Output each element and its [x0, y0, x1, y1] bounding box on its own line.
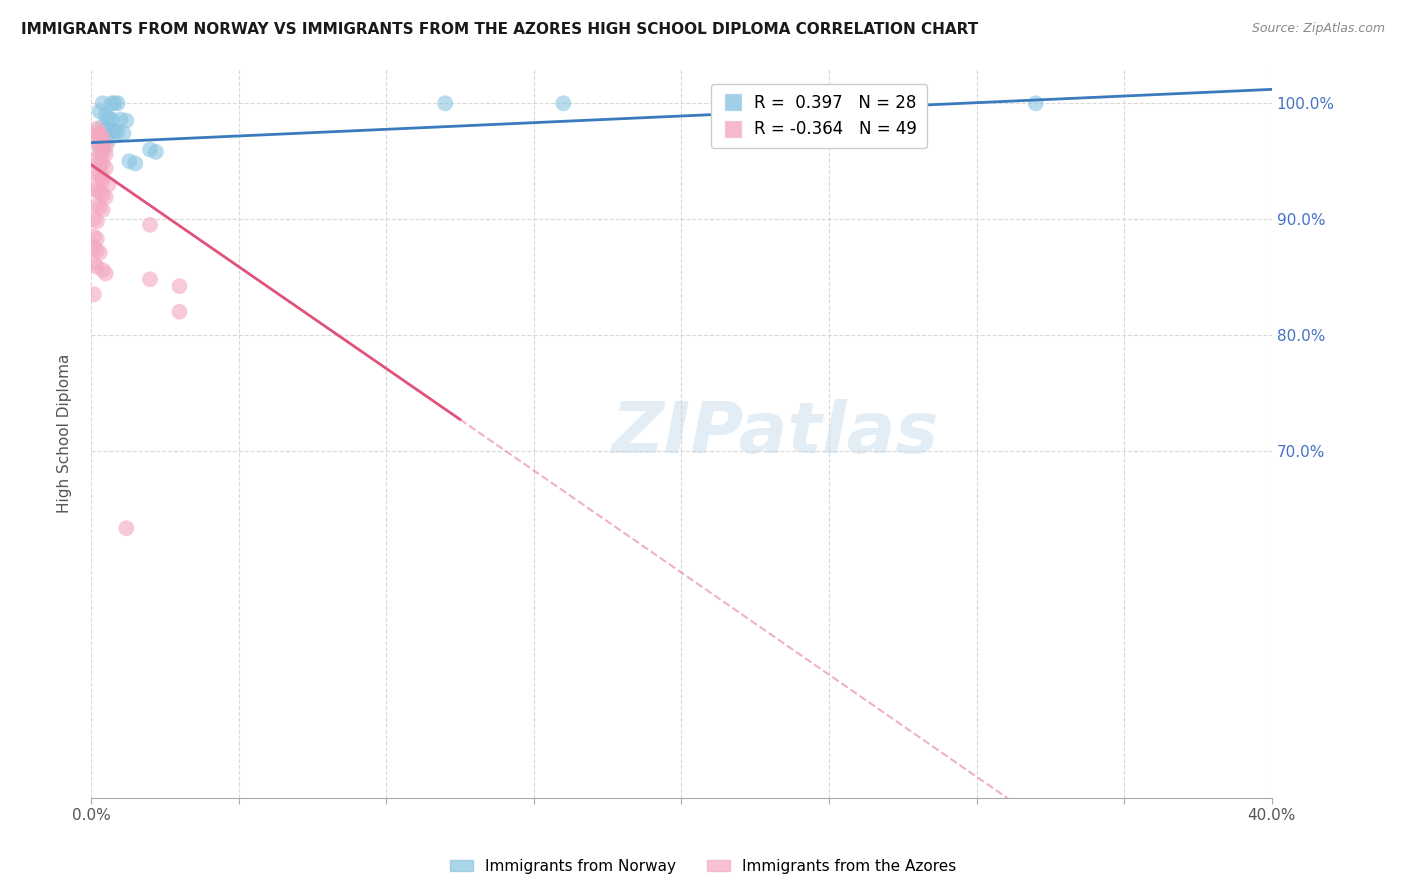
Point	[124, 156, 146, 170]
Point	[100, 112, 122, 127]
Point	[91, 146, 114, 161]
Point	[91, 120, 114, 134]
Point	[89, 136, 111, 150]
Point	[103, 96, 125, 111]
Point	[86, 244, 108, 258]
Point	[118, 154, 141, 169]
Point	[553, 96, 575, 111]
Point	[94, 161, 117, 175]
Point	[86, 183, 108, 197]
Point	[89, 145, 111, 159]
Text: ZIPatlas: ZIPatlas	[612, 399, 939, 467]
Point	[91, 174, 114, 188]
Point	[139, 218, 162, 232]
Text: Source: ZipAtlas.com: Source: ZipAtlas.com	[1251, 22, 1385, 36]
Point	[115, 113, 138, 128]
Point	[89, 131, 111, 145]
Point	[89, 168, 111, 182]
Point	[110, 112, 132, 127]
Legend: Immigrants from Norway, Immigrants from the Azores: Immigrants from Norway, Immigrants from …	[444, 853, 962, 880]
Point	[91, 187, 114, 202]
Point	[94, 121, 117, 136]
Point	[89, 104, 111, 119]
Point	[139, 143, 162, 157]
Point	[83, 287, 105, 301]
Point	[89, 159, 111, 173]
Point	[89, 154, 111, 169]
Point	[86, 125, 108, 139]
Point	[112, 127, 135, 141]
Y-axis label: High School Diploma: High School Diploma	[58, 353, 72, 513]
Point	[91, 131, 114, 145]
Point	[94, 108, 117, 122]
Point	[100, 123, 122, 137]
Point	[100, 96, 122, 111]
Point	[89, 127, 111, 141]
Legend: R =  0.397   N = 28, R = -0.364   N = 49: R = 0.397 N = 28, R = -0.364 N = 49	[711, 84, 927, 148]
Text: IMMIGRANTS FROM NORWAY VS IMMIGRANTS FROM THE AZORES HIGH SCHOOL DIPLOMA CORRELA: IMMIGRANTS FROM NORWAY VS IMMIGRANTS FRO…	[21, 22, 979, 37]
Point	[83, 212, 105, 227]
Point	[97, 112, 120, 126]
Point	[94, 190, 117, 204]
Point	[91, 136, 114, 151]
Point	[89, 186, 111, 200]
Point	[86, 232, 108, 246]
Point	[94, 140, 117, 154]
Point	[86, 152, 108, 166]
Point	[91, 170, 114, 185]
Point	[89, 128, 111, 143]
Point	[169, 279, 191, 293]
Point	[86, 198, 108, 212]
Point	[94, 132, 117, 146]
Point	[91, 139, 114, 153]
Point	[169, 304, 191, 318]
Point	[89, 139, 111, 153]
Point	[83, 256, 105, 270]
Point	[434, 96, 457, 111]
Point	[89, 129, 111, 144]
Point	[83, 240, 105, 254]
Point	[97, 178, 120, 192]
Point	[91, 143, 114, 157]
Point	[91, 96, 114, 111]
Point	[145, 145, 167, 159]
Point	[1025, 96, 1047, 111]
Point	[86, 121, 108, 136]
Point	[139, 272, 162, 286]
Point	[86, 135, 108, 149]
Point	[86, 260, 108, 274]
Point	[103, 124, 125, 138]
Point	[91, 263, 114, 277]
Point	[107, 96, 129, 111]
Point	[83, 229, 105, 244]
Point	[94, 147, 117, 161]
Point	[86, 214, 108, 228]
Point	[83, 181, 105, 195]
Point	[89, 201, 111, 215]
Point	[107, 125, 129, 139]
Point	[91, 156, 114, 170]
Point	[97, 133, 120, 147]
Point	[94, 267, 117, 281]
Point	[89, 245, 111, 260]
Point	[91, 202, 114, 217]
Point	[115, 521, 138, 535]
Point	[83, 166, 105, 180]
